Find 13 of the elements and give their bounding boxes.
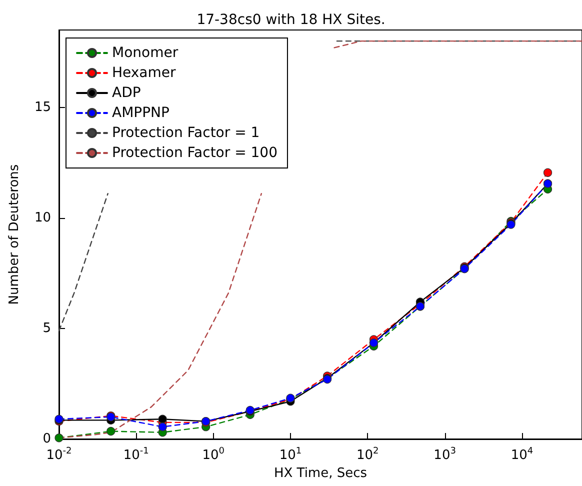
y-tick-label: 10 — [34, 210, 51, 226]
legend-label: Protection Factor = 1 — [112, 125, 260, 141]
legend-label: ADP — [112, 85, 141, 101]
chart-title: 17-38cs0 with 18 HX Sites. — [196, 12, 386, 28]
y-axis-title: Number of Deuterons — [7, 164, 22, 305]
y-tick-label: 5 — [42, 320, 51, 336]
legend-label: AMPPNP — [112, 105, 170, 121]
legend-label: Hexamer — [112, 65, 176, 81]
legend-label: Protection Factor = 100 — [112, 145, 278, 161]
x-axis-title: HX Time, Secs — [274, 466, 368, 481]
y-tick-label: 15 — [34, 100, 51, 115]
y-tick-label: 0 — [42, 432, 51, 446]
legend-label: Monomer — [112, 45, 178, 61]
